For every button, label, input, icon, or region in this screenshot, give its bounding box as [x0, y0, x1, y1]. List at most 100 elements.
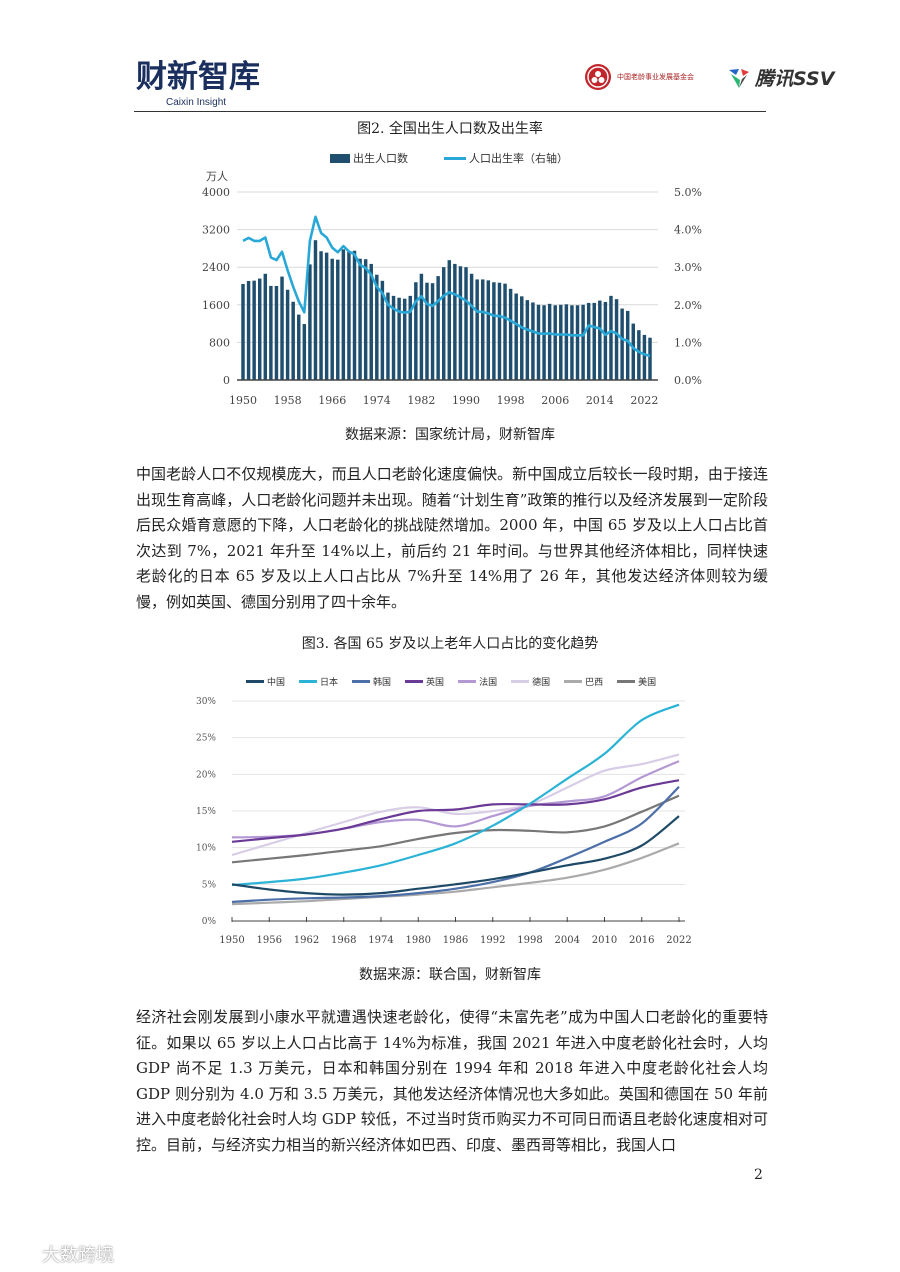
bar: [336, 259, 340, 380]
legend-item: 中国: [246, 675, 285, 688]
y-tick-label: 0: [223, 374, 230, 387]
bar: [347, 251, 351, 380]
y-right-tick-label: 1.0%: [674, 336, 702, 349]
bar: [637, 330, 641, 380]
legend-item: 日本: [299, 675, 338, 688]
bar: [358, 258, 362, 380]
foundation-name: 中国老龄事业发展基金会: [617, 73, 694, 81]
series-line-中国: [231, 815, 680, 896]
bar: [263, 273, 268, 380]
bar: [408, 295, 412, 380]
watermark-logo-icon: [10, 1244, 37, 1263]
bar: [631, 323, 636, 380]
bar: [241, 284, 245, 380]
caixin-logo-text: 财新智库: [136, 59, 260, 95]
y-tick-label: 15%: [196, 807, 216, 817]
legend-item: 巴西: [564, 675, 603, 688]
y-tick-label: 5%: [202, 880, 217, 890]
legend-swatch-line: [564, 680, 583, 683]
bar: [508, 288, 513, 380]
legend-swatch-line: [352, 680, 371, 683]
y-tick-label: 2400: [202, 261, 230, 274]
bar: [458, 266, 463, 380]
legend-label: 英国: [426, 678, 445, 688]
partner-logo-tencent-ssv: 腾讯SSV: [727, 64, 834, 91]
bar: [436, 276, 440, 380]
legend-label: 法国: [479, 678, 498, 688]
bar: [257, 278, 262, 380]
bar: [274, 286, 279, 380]
legend-label: 美国: [638, 678, 657, 688]
legend-item: 美国: [617, 675, 656, 688]
bar: [592, 302, 596, 380]
bar: [514, 293, 518, 380]
legend-swatch-line: [617, 680, 636, 683]
x-tick-label: 1992: [480, 935, 505, 946]
legend-label: 人口出生率（右轴）: [469, 152, 568, 165]
legend-swatch-line: [246, 680, 264, 683]
bar: [642, 334, 647, 380]
figure2-source: 数据来源：国家统计局，财新智库: [345, 427, 555, 443]
bar: [313, 240, 318, 380]
y-tick-label: 1600: [202, 299, 230, 312]
x-tick-label: 2014: [586, 394, 614, 407]
legend-item: 法国: [458, 675, 497, 688]
bar: [564, 304, 569, 380]
bar: [559, 304, 563, 380]
legend-item-birth-rate: 人口出生率（右轴）: [444, 150, 568, 166]
bar: [369, 263, 373, 380]
bar: [481, 279, 485, 380]
x-tick-label: 1950: [229, 394, 257, 407]
watermark-text: 大数跨境: [42, 1245, 114, 1266]
bar: [430, 283, 435, 380]
bar: [302, 324, 307, 380]
series-line-英国: [231, 779, 680, 843]
bar: [547, 303, 552, 380]
x-tick-label: 1990: [452, 394, 480, 407]
x-tick-label: 1950: [219, 935, 244, 946]
tencent-ssv-logo-icon: [729, 68, 749, 88]
series-line-德国: [231, 753, 680, 857]
y-right-tick-label: 5.0%: [674, 186, 702, 199]
bar: [269, 285, 273, 380]
bar: [575, 305, 580, 380]
x-tick-label: 1982: [407, 394, 435, 407]
bar: [503, 283, 507, 380]
y-tick-label: 3200: [202, 224, 230, 237]
x-tick-label: 1966: [318, 394, 346, 407]
figure3-legend: 中国 日本 韩国 英国 法国 德国 巴西 美国: [246, 675, 670, 688]
bar: [492, 282, 496, 380]
series-line-巴西: [231, 842, 680, 906]
bar: [525, 300, 530, 380]
bar: [497, 282, 502, 380]
bar: [531, 302, 535, 380]
figure3-chart: 0% 5% 10% 15% 20% 25% 30% 1950 1956 1962 1968 1974 1…: [196, 697, 692, 946]
y-right-tick-label: 4.0%: [674, 224, 702, 237]
bar: [352, 250, 357, 380]
bar: [536, 304, 541, 380]
legend-swatch-line: [299, 680, 318, 683]
y-tick-label: 0%: [202, 917, 217, 927]
bar: [380, 280, 385, 380]
bar: [280, 276, 284, 380]
series-line-韩国: [231, 786, 680, 904]
bar: [246, 281, 251, 380]
legend-item-births: 出生人口数: [330, 150, 408, 166]
legend-item: 德国: [511, 675, 550, 688]
x-tick-label: 1974: [363, 394, 391, 407]
legend-swatch-bar: [330, 153, 350, 163]
bar: [319, 251, 323, 380]
figure2-legend: 出生人口数 人口出生率（右轴）: [330, 150, 590, 166]
y-right-tick-label: 3.0%: [674, 261, 702, 274]
bar: [598, 300, 602, 380]
x-tick-label: 2022: [666, 935, 691, 946]
bar: [453, 263, 457, 380]
bar: [469, 273, 474, 380]
header-divider: [134, 111, 766, 112]
legend-swatch-line: [511, 680, 530, 683]
legend-label: 巴西: [585, 678, 604, 688]
bar: [363, 259, 368, 380]
legend-swatch-line: [405, 680, 424, 683]
x-tick-label: 1998: [497, 394, 525, 407]
foundation-emblem-icon: [585, 64, 611, 90]
